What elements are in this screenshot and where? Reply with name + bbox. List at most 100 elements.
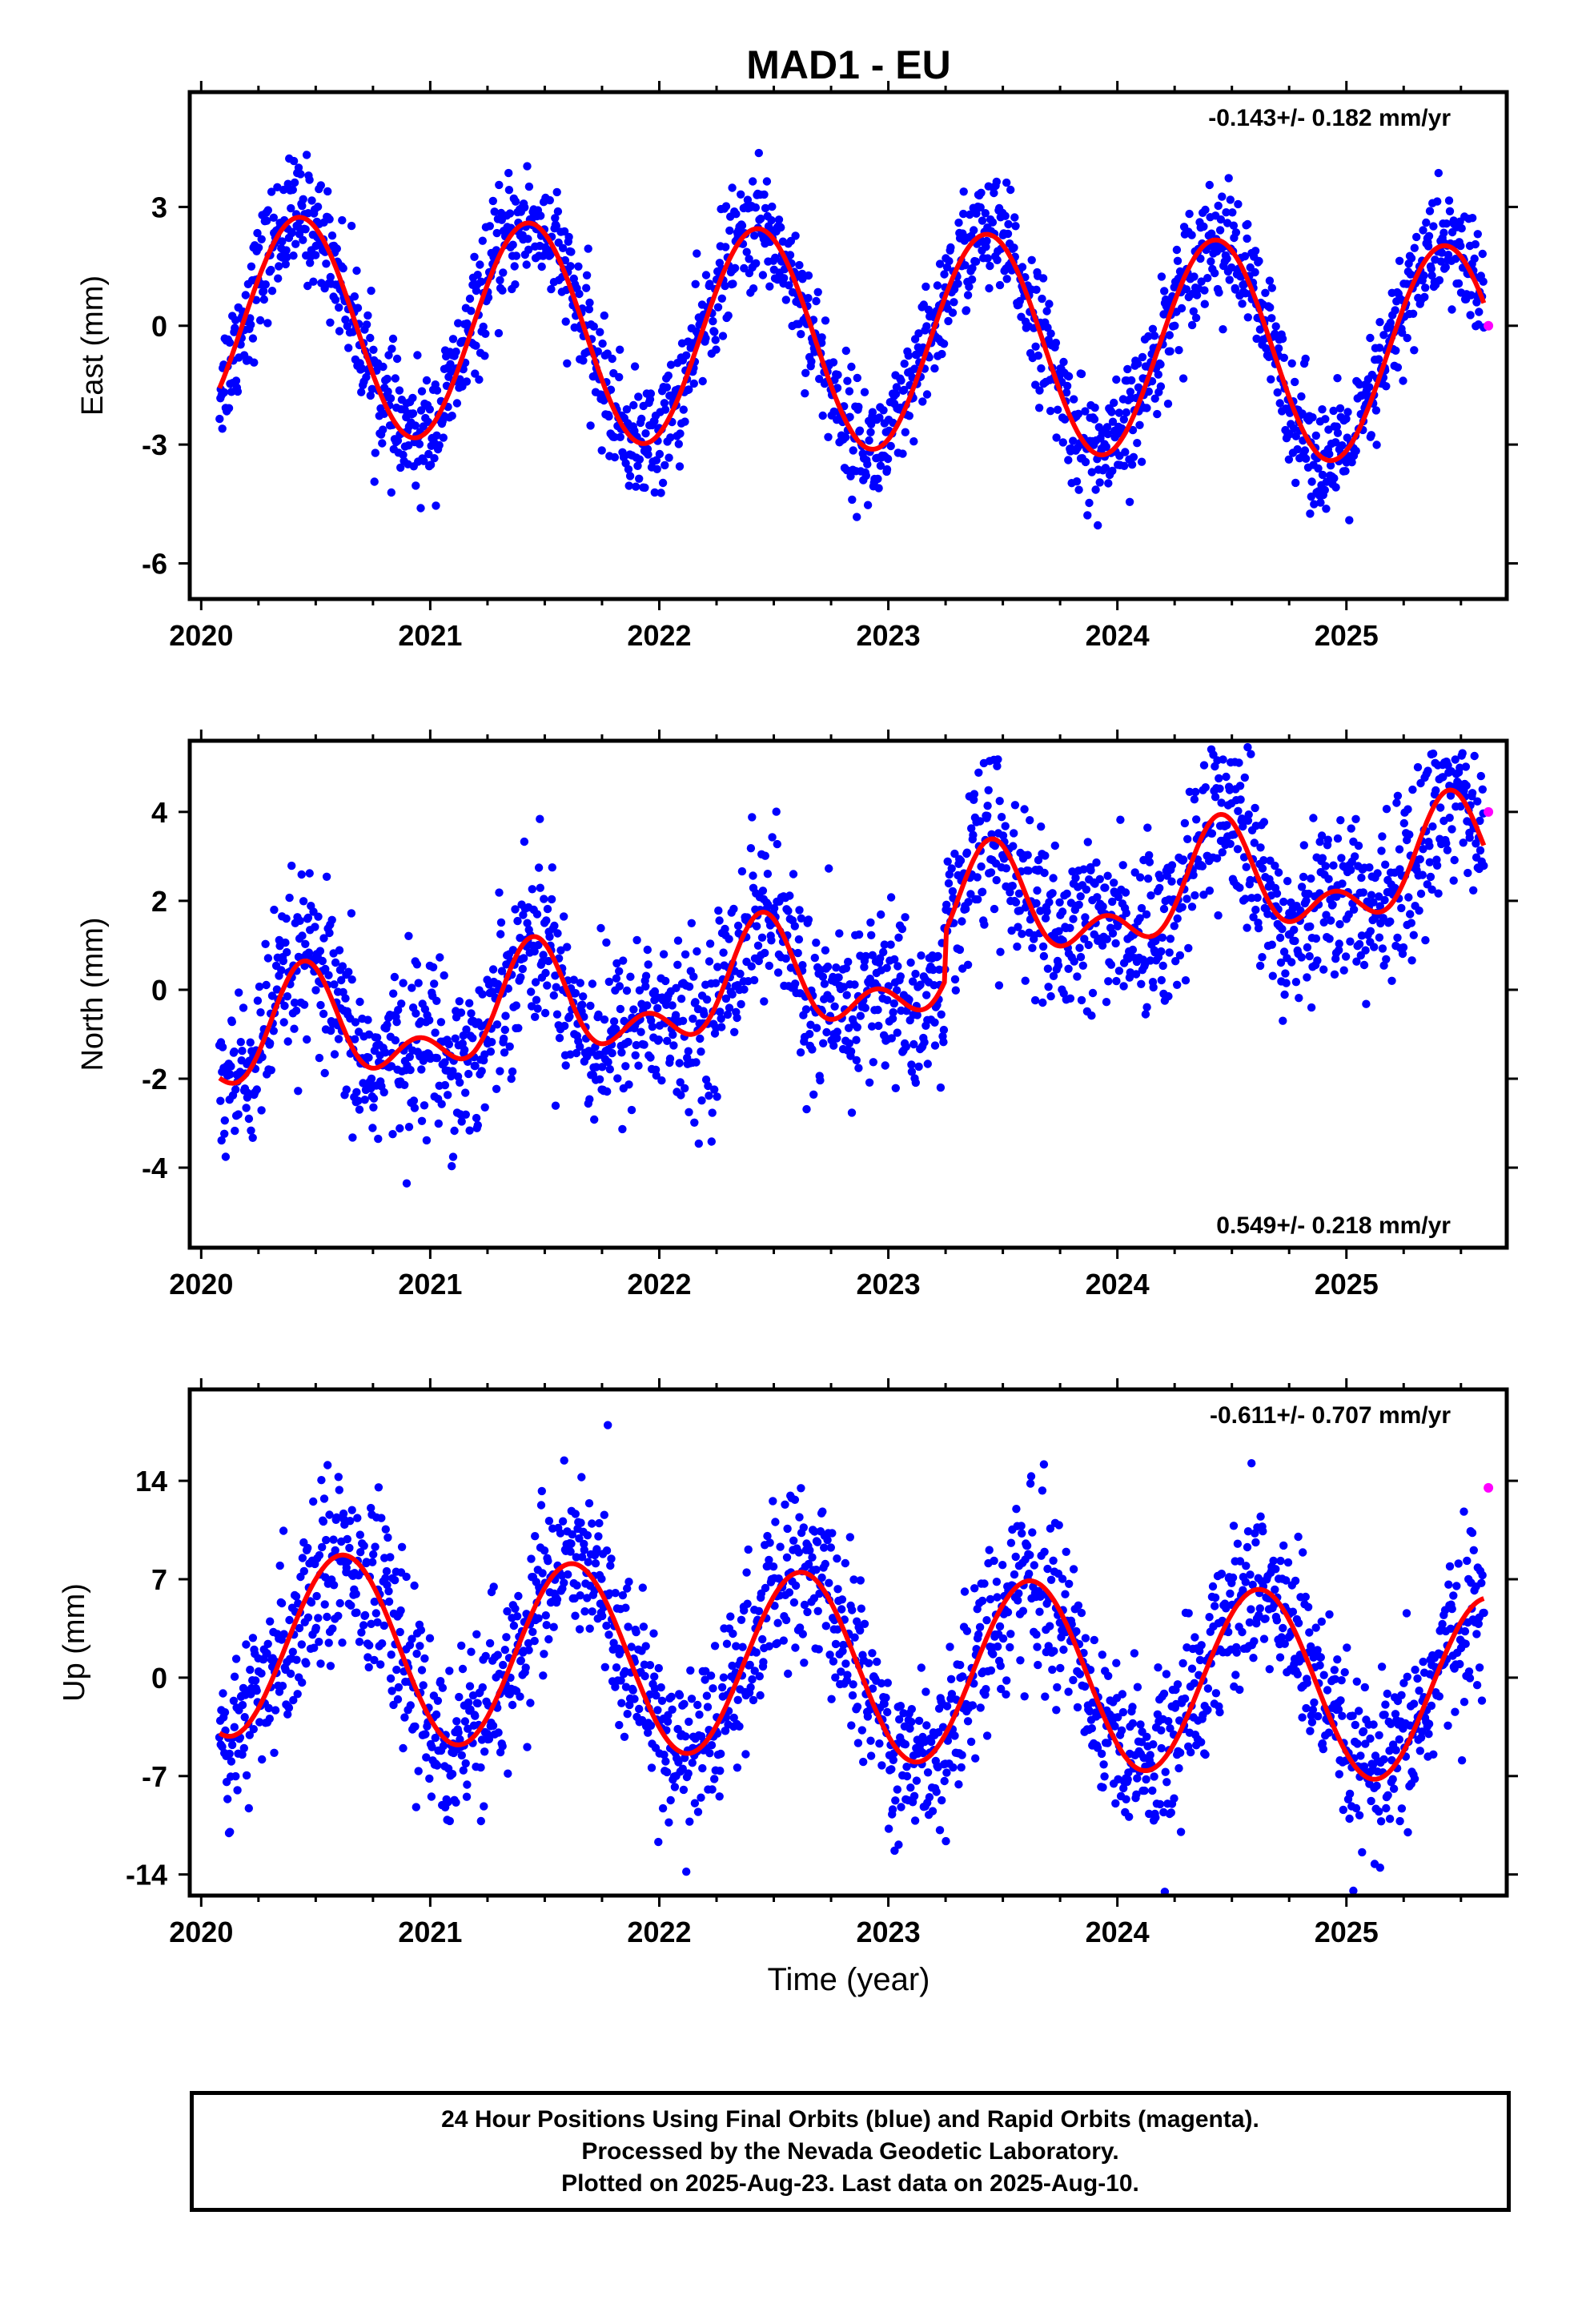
- data-point: [1243, 219, 1252, 229]
- data-point: [902, 1771, 912, 1781]
- data-point: [1085, 498, 1094, 508]
- data-point: [730, 263, 740, 272]
- data-point: [673, 960, 682, 970]
- data-point: [710, 1775, 719, 1783]
- data-point: [774, 215, 784, 224]
- data-point: [812, 939, 821, 947]
- y-axis-label: North (mm): [76, 917, 110, 1071]
- data-point: [1033, 886, 1042, 895]
- data-point: [1471, 239, 1480, 249]
- data-point: [481, 329, 490, 338]
- data-point: [1187, 903, 1197, 911]
- data-point: [514, 1591, 523, 1601]
- data-point: [810, 953, 819, 963]
- rate-annotation: 0.549+/- 0.218 mm/yr: [1216, 1212, 1451, 1239]
- data-point: [781, 1615, 791, 1625]
- data-point: [1011, 222, 1020, 231]
- data-point: [685, 385, 693, 394]
- data-point: [867, 1022, 877, 1031]
- data-point: [715, 916, 724, 925]
- data-point: [415, 440, 424, 448]
- data-point: [611, 1589, 620, 1598]
- data-point: [662, 1767, 672, 1777]
- data-point: [1382, 955, 1391, 964]
- data-point: [1010, 243, 1018, 252]
- data-point: [1154, 370, 1163, 379]
- data-point: [1319, 965, 1328, 974]
- data-point: [1011, 898, 1021, 907]
- data-point: [1332, 422, 1342, 431]
- data-point: [669, 1041, 678, 1050]
- data-point: [389, 989, 398, 998]
- data-point: [650, 1672, 659, 1681]
- data-point: [516, 1656, 525, 1665]
- data-point: [632, 482, 640, 491]
- data-point: [600, 1510, 608, 1519]
- data-point: [910, 364, 919, 373]
- data-point: [798, 1630, 807, 1638]
- data-point: [1137, 457, 1146, 466]
- data-point: [216, 1096, 225, 1105]
- data-point: [1329, 406, 1338, 416]
- data-point: [1377, 846, 1386, 855]
- data-point: [892, 383, 901, 392]
- data-point: [795, 260, 804, 270]
- data-point: [863, 501, 873, 509]
- data-point: [702, 995, 712, 1004]
- data-point: [897, 376, 905, 385]
- data-point: [825, 864, 833, 873]
- data-point: [621, 1603, 630, 1612]
- data-point: [717, 294, 726, 303]
- data-point: [455, 1692, 464, 1702]
- data-point: [1035, 386, 1044, 395]
- data-point: [287, 861, 296, 870]
- data-point: [675, 462, 685, 471]
- data-point: [676, 1078, 685, 1087]
- data-point: [909, 437, 918, 446]
- data-point: [664, 371, 673, 380]
- data-point: [388, 334, 398, 344]
- data-point: [560, 227, 569, 236]
- data-point: [824, 432, 833, 441]
- data-point: [1215, 226, 1225, 235]
- data-point: [665, 1054, 675, 1063]
- data-point: [687, 1695, 697, 1703]
- data-point: [875, 413, 884, 422]
- data-point: [394, 1006, 403, 1015]
- data-point: [624, 1037, 632, 1047]
- data-point: [865, 1078, 874, 1088]
- data-point: [1144, 332, 1153, 341]
- data-point: [1166, 935, 1175, 943]
- data-point: [397, 999, 406, 1008]
- data-point: [935, 259, 945, 268]
- data-point: [1326, 461, 1335, 470]
- data-point: [295, 916, 304, 926]
- data-point: [958, 229, 967, 238]
- data-point: [848, 1606, 857, 1614]
- data-point: [936, 1083, 946, 1092]
- data-point: [784, 907, 793, 915]
- data-point: [781, 954, 790, 963]
- data-point: [711, 979, 721, 987]
- data-point: [608, 354, 616, 364]
- data-point: [725, 935, 733, 943]
- data-point: [853, 513, 861, 521]
- data-point: [1153, 409, 1162, 419]
- data-point: [521, 1663, 530, 1672]
- data-point: [471, 1061, 480, 1071]
- x-tick-label: 2021: [398, 1268, 462, 1301]
- data-point: [355, 997, 364, 1007]
- data-point: [384, 351, 393, 360]
- data-point: [689, 972, 698, 981]
- data-point: [917, 951, 926, 960]
- data-point: [705, 939, 715, 948]
- data-point: [1398, 328, 1407, 337]
- data-point: [937, 1010, 946, 1019]
- data-point: [263, 1639, 272, 1648]
- data-point: [1468, 214, 1477, 223]
- data-point: [444, 1091, 452, 1100]
- data-point: [329, 1535, 338, 1544]
- data-point: [705, 279, 714, 288]
- data-point: [794, 1548, 804, 1557]
- data-point: [1207, 229, 1216, 238]
